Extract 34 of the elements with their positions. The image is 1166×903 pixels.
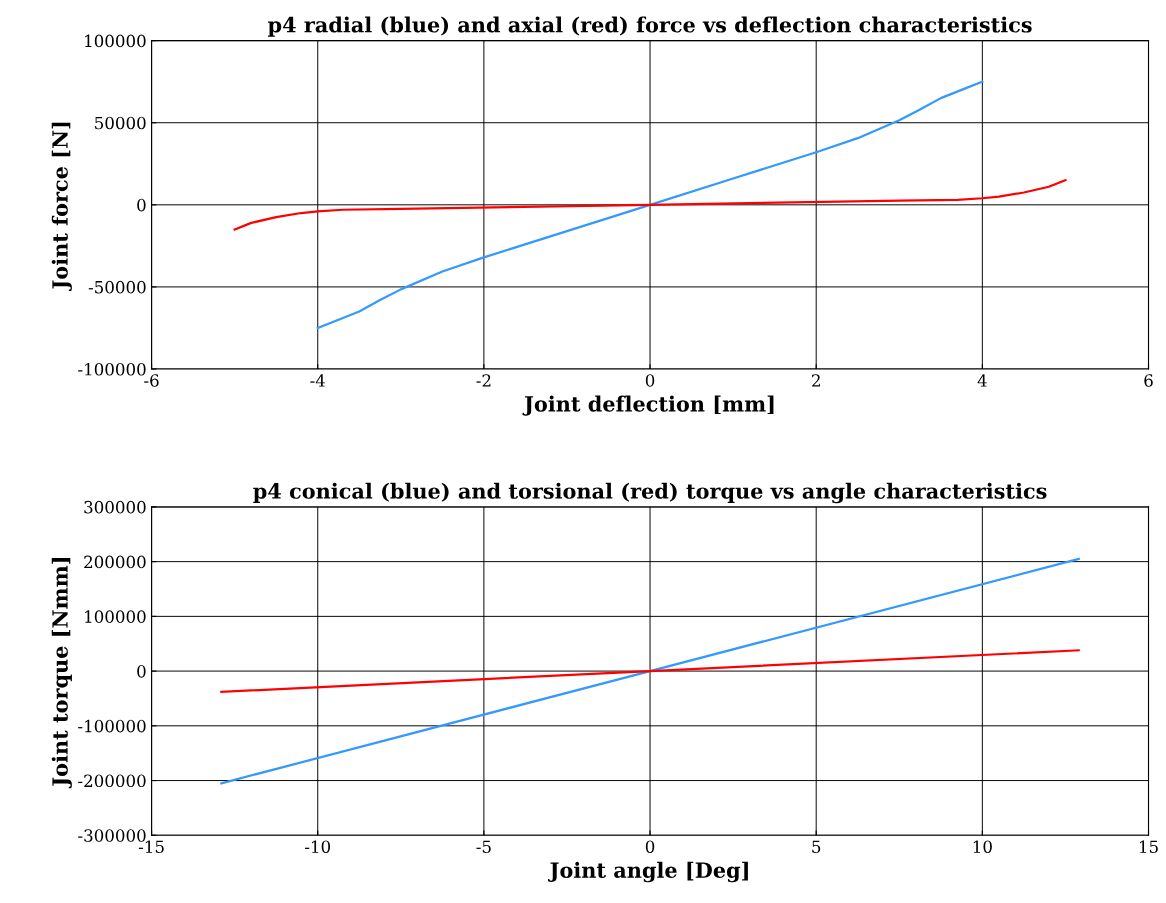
y-tick-label: -100000 <box>78 719 146 733</box>
x-tick-label: -5 <box>476 840 491 854</box>
y-axis-title: Joint torque [Nmm] <box>51 558 72 789</box>
y-tick-label: 100000 <box>85 34 146 48</box>
y-tick-label: 300000 <box>84 500 146 514</box>
x-tick-label: -4 <box>310 374 326 387</box>
x-axis-title: Joint angle [Deg] <box>548 861 748 883</box>
y-tick-label: -200000 <box>78 774 146 788</box>
chart-title: p4 radial (blue) and axial (red) force vs deflection characteristics <box>268 16 1032 37</box>
line-series <box>233 179 1067 231</box>
y-tick-label: 100000 <box>85 610 146 623</box>
x-tick-label: 6 <box>1144 374 1153 387</box>
y-tick-label: 0 <box>137 665 146 678</box>
x-tick-label: 2 <box>812 374 820 387</box>
y-tick-label: -100000 <box>78 362 146 376</box>
x-axis-title: Joint deflection [mm] <box>522 395 774 416</box>
x-tick-label: -15 <box>138 840 164 854</box>
y-tick-label: -50000 <box>88 280 146 294</box>
x-tick-label: 10 <box>973 840 992 854</box>
y-tick-label: 200000 <box>84 555 146 569</box>
y-tick-label: 50000 <box>95 116 146 130</box>
x-tick-label: 0 <box>645 840 655 854</box>
x-tick-label: 4 <box>977 374 987 387</box>
line-series <box>316 80 984 330</box>
x-tick-label: 15 <box>1139 840 1158 854</box>
y-tick-label: 0 <box>137 198 146 212</box>
y-axis-title: Joint force [N] <box>51 122 72 292</box>
chart-title: p4 conical (blue) and torsional (red) torque vs angle characteristics <box>253 482 1047 504</box>
x-tick-label: -2 <box>476 374 491 387</box>
y-tick-label: -300000 <box>78 829 146 842</box>
x-tick-label: 5 <box>812 840 821 854</box>
x-tick-label: -10 <box>305 840 331 854</box>
x-tick-label: -6 <box>144 374 159 387</box>
x-tick-label: 0 <box>645 374 655 387</box>
